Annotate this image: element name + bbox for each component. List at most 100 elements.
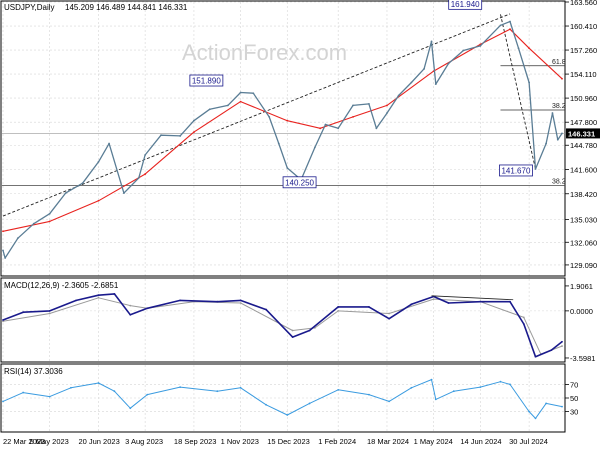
rsi-tick-label: 50 xyxy=(570,394,578,403)
macd-line-point xyxy=(216,300,219,303)
price-line-point xyxy=(16,237,19,240)
x-tick-label: 3 Aug 2023 xyxy=(125,437,163,446)
x-tick-label: 1 May 2024 xyxy=(414,437,453,446)
macd-line-point xyxy=(265,308,267,311)
y-tick-label: 141.600 xyxy=(570,166,597,175)
y-tick-label: 132.060 xyxy=(570,238,597,247)
y-tick-label: 144.780 xyxy=(570,141,597,150)
rsi-line-point xyxy=(545,402,547,405)
price-line-point xyxy=(108,142,110,145)
last-price-label: 146.331 xyxy=(568,129,595,138)
price-line-point xyxy=(509,20,511,23)
macd-signal-line-point xyxy=(337,309,340,312)
y-tick-label: 150.960 xyxy=(570,94,597,103)
ma-line-point xyxy=(528,47,531,50)
rsi-line-point xyxy=(561,405,563,408)
macd-signal-line-point xyxy=(129,304,132,307)
macd-signal-line-point xyxy=(432,298,435,300)
macd-line-point xyxy=(308,329,311,332)
macd-signal-line-point xyxy=(561,345,563,347)
price-line-point xyxy=(137,176,140,179)
rsi-line-point xyxy=(308,402,311,405)
label-box xyxy=(282,176,317,189)
price-line-point xyxy=(193,119,195,122)
macd-signal-line-point xyxy=(291,329,294,332)
ma-line-point xyxy=(352,115,354,118)
support-label-38-2: 38.2 xyxy=(552,179,566,186)
rsi-line-point xyxy=(434,398,437,401)
macd-panel-frame xyxy=(0,277,566,363)
rsi-line-point xyxy=(430,378,433,381)
macd-tick-label: 0.0000 xyxy=(570,307,593,316)
price-line-point xyxy=(286,167,289,169)
ma-line-point xyxy=(386,104,388,107)
x-tick-label: 22 Mar 2023 xyxy=(3,437,45,446)
price-line-point xyxy=(48,212,51,215)
macd-line-point xyxy=(97,294,100,297)
price-line-point xyxy=(517,47,520,50)
macd-signal-line-point xyxy=(388,312,391,315)
macd-tick-label: -3.5981 xyxy=(570,354,595,363)
macd-line-point xyxy=(48,309,51,312)
rsi-line-point xyxy=(2,400,4,403)
rsi-line-point xyxy=(368,393,370,396)
price-line-point xyxy=(208,108,211,111)
macd-signal-line-point xyxy=(48,312,51,315)
macd-tick-label: 1.9061 xyxy=(570,282,593,291)
price-line-point xyxy=(499,24,502,27)
macd-line-point xyxy=(239,299,242,302)
fib-label-61-8: 61.8 xyxy=(552,59,566,66)
macd-signal-line-point xyxy=(522,316,525,319)
x-tick-label: 30 Jul 2024 xyxy=(509,437,548,446)
macd-line-point xyxy=(22,311,25,314)
macd-signal-line-point xyxy=(97,296,100,299)
macd-series-layer xyxy=(2,292,563,358)
rsi-line-point xyxy=(479,386,482,389)
rsi-line-point xyxy=(499,380,502,383)
price-line-point xyxy=(447,62,450,65)
macd-signal-line-point xyxy=(2,320,4,323)
main-series-layer xyxy=(2,20,563,259)
ma-line-point xyxy=(319,127,322,130)
price-annotation: 151.890 xyxy=(192,77,221,86)
price-line-point xyxy=(32,222,35,225)
price-line-point xyxy=(144,154,147,156)
rsi-line-point xyxy=(528,410,531,413)
y-tick-label: 160.410 xyxy=(570,22,597,31)
label-box xyxy=(448,0,483,10)
rsi-line-point xyxy=(22,391,25,394)
rsi-line-point xyxy=(388,400,391,403)
macd-line-point xyxy=(388,317,391,320)
price-line-point xyxy=(479,45,482,47)
macd-title: MACD(12,26,9) -2.3605 -2.6851 xyxy=(4,281,119,290)
rsi-line-point xyxy=(410,386,413,389)
price-line-point xyxy=(2,249,4,252)
ma-line-point xyxy=(286,119,289,122)
price-annotation: 161.940 xyxy=(451,0,480,9)
price-line-point xyxy=(375,127,378,130)
price-line-point xyxy=(268,115,271,118)
y-tick-label: 147.800 xyxy=(570,118,597,127)
macd-line-point xyxy=(146,307,149,310)
macd-line-point xyxy=(479,300,482,303)
macd-line-point xyxy=(113,292,116,295)
macd-signal-line xyxy=(2,297,563,355)
price-line-point xyxy=(410,81,413,84)
macd-line-point xyxy=(75,299,78,302)
ma-line-point xyxy=(48,220,51,223)
macd-line-point xyxy=(509,300,511,303)
rsi-line-point xyxy=(286,414,289,416)
price-line-point xyxy=(386,112,388,114)
annotations-layer: 161.940 151.890 140.250 141.670 61.8 38.2 38.2 xyxy=(189,0,566,189)
price-line-point xyxy=(4,257,7,259)
price-line-point xyxy=(313,146,316,149)
rsi-line xyxy=(2,379,563,419)
macd-line-point xyxy=(179,299,182,302)
price-annotation: 141.670 xyxy=(501,166,530,175)
y-tick-label: 135.030 xyxy=(570,216,597,225)
rsi-line-point xyxy=(69,386,72,389)
macd-divergence-line xyxy=(431,295,514,301)
ma-line-point xyxy=(193,131,195,134)
price-line-point xyxy=(226,104,229,107)
